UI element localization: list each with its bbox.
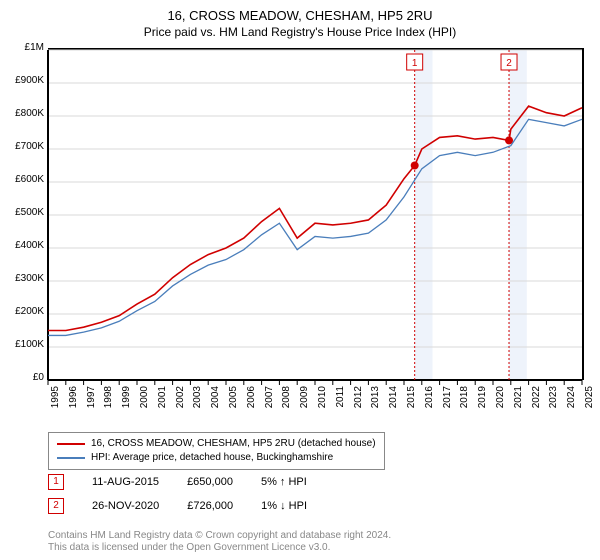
legend-item: HPI: Average price, detached house, Buck…: [57, 451, 376, 465]
x-tick-label: 2015: [406, 386, 417, 416]
title-subtitle: Price paid vs. HM Land Registry's House …: [0, 25, 600, 39]
x-tick-label: 1995: [50, 386, 61, 416]
footer-line: This data is licensed under the Open Gov…: [48, 542, 391, 554]
svg-text:2: 2: [506, 58, 512, 69]
x-tick-label: 1998: [103, 386, 114, 416]
x-tick-label: 2024: [566, 386, 577, 416]
y-tick-label: £100K: [0, 339, 44, 350]
event-price: £650,000: [187, 476, 233, 488]
event-date: 26-NOV-2020: [92, 500, 159, 512]
event-delta: 5% ↑ HPI: [261, 476, 307, 488]
chart-svg: 12: [48, 50, 582, 380]
legend-label: HPI: Average price, detached house, Buck…: [91, 451, 333, 465]
x-tick-label: 2021: [513, 386, 524, 416]
x-tick-label: 2008: [281, 386, 292, 416]
y-tick-label: £1M: [0, 42, 44, 53]
y-tick-label: £200K: [0, 306, 44, 317]
event-delta: 1% ↓ HPI: [261, 500, 307, 512]
y-tick-label: £500K: [0, 207, 44, 218]
x-tick-label: 2023: [548, 386, 559, 416]
x-tick-label: 2017: [442, 386, 453, 416]
legend-swatch: [57, 443, 85, 445]
event-badge: 2: [48, 498, 64, 514]
plot-area: 12: [48, 48, 584, 380]
x-tick-label: 2022: [531, 386, 542, 416]
y-tick-label: £0: [0, 372, 44, 383]
y-tick-label: £400K: [0, 240, 44, 251]
x-tick-label: 2005: [228, 386, 239, 416]
y-tick-label: £300K: [0, 273, 44, 284]
svg-text:1: 1: [412, 58, 418, 69]
legend-item: 16, CROSS MEADOW, CHESHAM, HP5 2RU (deta…: [57, 437, 376, 451]
event-badge: 1: [48, 474, 64, 490]
x-tick-label: 2012: [353, 386, 364, 416]
event-row: 2 26-NOV-2020 £726,000 1% ↓ HPI: [48, 498, 307, 514]
x-tick-label: 1996: [68, 386, 79, 416]
event-date: 11-AUG-2015: [92, 476, 159, 488]
legend-label: 16, CROSS MEADOW, CHESHAM, HP5 2RU (deta…: [91, 437, 376, 451]
x-tick-label: 2006: [246, 386, 257, 416]
y-tick-label: £900K: [0, 75, 44, 86]
x-tick-label: 2020: [495, 386, 506, 416]
x-tick-label: 1999: [121, 386, 132, 416]
x-tick-label: 2011: [335, 386, 346, 416]
x-tick-label: 2003: [192, 386, 203, 416]
legend-swatch: [57, 457, 85, 459]
y-tick-label: £600K: [0, 174, 44, 185]
event-row: 1 11-AUG-2015 £650,000 5% ↑ HPI: [48, 474, 307, 490]
x-tick-label: 2007: [264, 386, 275, 416]
y-tick-label: £700K: [0, 141, 44, 152]
x-tick-label: 2009: [299, 386, 310, 416]
event-price: £726,000: [187, 500, 233, 512]
legend: 16, CROSS MEADOW, CHESHAM, HP5 2RU (deta…: [48, 432, 385, 470]
x-tick-label: 2018: [459, 386, 470, 416]
x-tick-label: 2016: [424, 386, 435, 416]
x-tick-label: 2014: [388, 386, 399, 416]
x-tick-label: 2002: [175, 386, 186, 416]
x-tick-label: 2019: [477, 386, 488, 416]
x-tick-label: 2025: [584, 386, 595, 416]
x-tick-label: 2001: [157, 386, 168, 416]
x-tick-label: 1997: [86, 386, 97, 416]
footer-note: Contains HM Land Registry data © Crown c…: [48, 530, 391, 554]
x-tick-label: 2013: [370, 386, 381, 416]
x-tick-label: 2000: [139, 386, 150, 416]
y-tick-label: £800K: [0, 108, 44, 119]
x-tick-label: 2010: [317, 386, 328, 416]
title-address: 16, CROSS MEADOW, CHESHAM, HP5 2RU: [0, 8, 600, 23]
chart-container: 16, CROSS MEADOW, CHESHAM, HP5 2RU Price…: [0, 0, 600, 560]
footer-line: Contains HM Land Registry data © Crown c…: [48, 530, 391, 542]
x-tick-label: 2004: [210, 386, 221, 416]
title-block: 16, CROSS MEADOW, CHESHAM, HP5 2RU Price…: [0, 0, 600, 39]
